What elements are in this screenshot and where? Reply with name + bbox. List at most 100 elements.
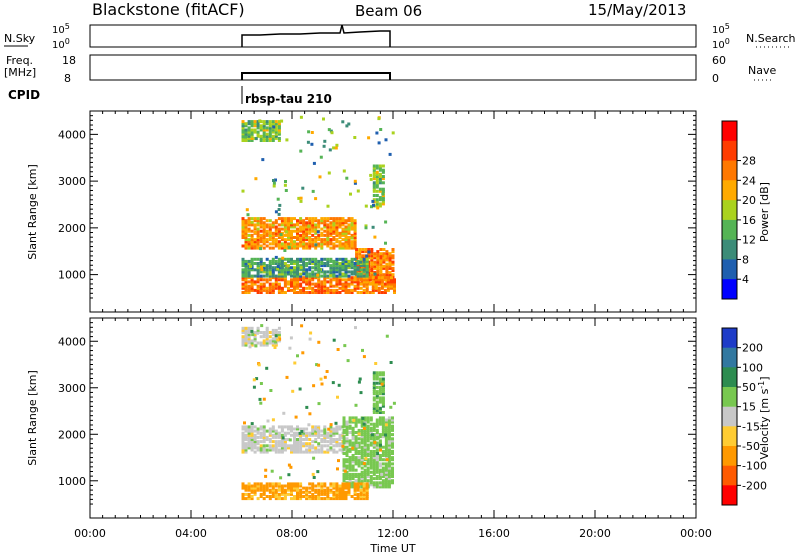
echo-cell [287, 488, 290, 492]
echo-cell [287, 282, 290, 286]
echo-cell [274, 238, 278, 242]
echo-cell [372, 194, 376, 197]
echo-cell [287, 286, 290, 290]
echo-cell [370, 269, 374, 272]
echo-cell [384, 466, 388, 470]
echo-cell [311, 282, 315, 286]
echo-cell [338, 274, 342, 278]
echo-cell [348, 447, 352, 451]
echo-cell [302, 233, 306, 237]
echo-cell [256, 132, 260, 136]
echo-cell [347, 225, 351, 229]
echo-cell [369, 416, 373, 420]
echo-cell [268, 264, 272, 268]
echo-cell [351, 477, 355, 481]
echo-cell [296, 484, 299, 488]
noise-tick-bottom-right: 100 [712, 37, 730, 51]
echo-cell [287, 238, 290, 242]
echo-cell [342, 462, 346, 466]
echo-cell [335, 291, 339, 294]
echo-cell [393, 284, 396, 288]
echo-cell [378, 416, 382, 420]
echo-cell [287, 257, 290, 261]
echo-cell [262, 486, 266, 490]
echo-cell [391, 456, 394, 460]
echo-cell [390, 284, 393, 288]
y-tick-label: 4000 [58, 128, 86, 141]
echo-cell [244, 130, 248, 134]
echo-cell [360, 449, 364, 453]
echo-cell [268, 120, 272, 124]
echo-cell [314, 284, 318, 288]
echo-cell [268, 246, 272, 250]
echo-cell [326, 223, 330, 227]
echo-cell [299, 490, 303, 494]
echo-cell [381, 445, 385, 449]
echo-cell [283, 444, 287, 448]
echo-cell [317, 264, 321, 268]
echo-cell [247, 284, 251, 288]
echo-cell [274, 280, 278, 284]
echo-cell [259, 382, 263, 385]
echo-cell [314, 276, 318, 280]
echo-cell [253, 446, 257, 450]
echo-cell [277, 442, 281, 446]
echo-cell [253, 274, 257, 278]
echo-cell [360, 454, 364, 457]
echo-cell [356, 291, 360, 294]
echo-cell [385, 250, 389, 254]
echo-cell [305, 291, 309, 294]
echo-cell [329, 270, 333, 274]
echo-cell [256, 326, 260, 330]
echo-cell [302, 278, 306, 282]
echo-cell [311, 274, 315, 278]
echo-cell [253, 335, 257, 339]
echo-cell [376, 266, 380, 270]
echo-cell [329, 129, 333, 133]
echo-cell [317, 276, 321, 280]
echo-cell [262, 431, 266, 435]
echo-cell [256, 286, 260, 290]
echo-cell [320, 280, 324, 284]
echo-cell [335, 274, 339, 278]
echo-cell [302, 272, 306, 276]
echo-cell [388, 152, 392, 156]
echo-cell [247, 429, 251, 433]
echo-cell [320, 286, 324, 290]
echo-cell [265, 488, 269, 492]
echo-cell [338, 246, 342, 250]
nave-label: Nave [748, 64, 776, 77]
echo-cell [306, 140, 310, 144]
echo-cell [293, 276, 296, 280]
echo-cell [338, 223, 342, 227]
echo-cell [308, 490, 312, 494]
echo-cell [280, 264, 284, 268]
echo-cell [287, 484, 290, 488]
echo-cell [271, 238, 275, 242]
echo-cell [299, 288, 303, 292]
echo-cell [329, 246, 333, 250]
echo-cell [341, 284, 345, 288]
echo-cell [335, 440, 339, 444]
echo-cell [350, 242, 354, 246]
echo-cell [293, 361, 297, 365]
echo-cell [361, 348, 364, 352]
echo-cell [293, 450, 296, 454]
echo-cell [373, 254, 377, 258]
echo-cell [335, 244, 339, 248]
echo-cell [363, 431, 367, 434]
echo-cell [338, 257, 342, 261]
echo-cell [353, 280, 357, 284]
echo-cell [271, 276, 275, 280]
echo-cell [299, 291, 303, 294]
echo-cell [386, 288, 390, 292]
echo-cell [302, 264, 306, 268]
echo-cell [363, 472, 367, 476]
echo-cell [376, 271, 380, 275]
echo-cell [357, 456, 361, 460]
echo-cell [384, 241, 387, 245]
echo-cell [365, 482, 369, 486]
echo-cell [280, 429, 284, 433]
echo-cell [375, 408, 379, 412]
echo-cell [241, 231, 245, 235]
